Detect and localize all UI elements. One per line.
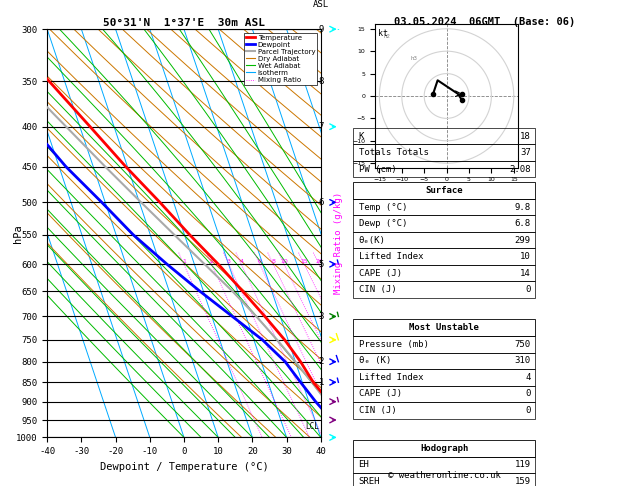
- Text: θₑ (K): θₑ (K): [359, 356, 391, 365]
- Text: SREH: SREH: [359, 477, 380, 486]
- Text: Totals Totals: Totals Totals: [359, 148, 428, 157]
- Text: 6: 6: [258, 259, 262, 264]
- Text: Temp (°C): Temp (°C): [359, 203, 407, 211]
- Text: θₑ(K): θₑ(K): [359, 236, 386, 244]
- Text: 6: 6: [318, 198, 324, 207]
- Text: CIN (J): CIN (J): [359, 406, 396, 415]
- Text: 2: 2: [209, 259, 214, 264]
- Text: 3: 3: [318, 312, 324, 321]
- Text: 37: 37: [520, 148, 531, 157]
- Text: Pressure (mb): Pressure (mb): [359, 340, 428, 349]
- Text: 6.8: 6.8: [515, 219, 531, 228]
- Text: 1: 1: [318, 378, 324, 387]
- Text: 0: 0: [525, 406, 531, 415]
- Text: 119: 119: [515, 460, 531, 469]
- X-axis label: Dewpoint / Temperature (°C): Dewpoint / Temperature (°C): [99, 462, 269, 472]
- Text: CAPE (J): CAPE (J): [359, 389, 401, 399]
- Text: h3: h3: [411, 56, 418, 61]
- Text: 4: 4: [239, 259, 243, 264]
- Text: 310: 310: [515, 356, 531, 365]
- Text: Surface: Surface: [425, 186, 463, 195]
- Text: 3: 3: [226, 259, 231, 264]
- Text: K: K: [359, 132, 364, 140]
- Text: Lifted Index: Lifted Index: [359, 373, 423, 382]
- Text: h2: h2: [384, 34, 391, 39]
- Text: Hodograph: Hodograph: [420, 444, 468, 453]
- Text: 8: 8: [318, 77, 324, 86]
- Text: 0: 0: [525, 389, 531, 399]
- Title: 50°31'N  1°37'E  30m ASL: 50°31'N 1°37'E 30m ASL: [103, 18, 265, 28]
- Text: CIN (J): CIN (J): [359, 285, 396, 294]
- Text: 10: 10: [520, 252, 531, 261]
- Text: 9: 9: [318, 25, 324, 34]
- Text: 0: 0: [525, 285, 531, 294]
- Text: LCL: LCL: [305, 422, 319, 431]
- Text: 14: 14: [520, 269, 531, 278]
- Text: 5: 5: [318, 260, 324, 269]
- Text: 2.08: 2.08: [509, 165, 531, 174]
- Text: 7: 7: [318, 122, 324, 131]
- Text: 20: 20: [315, 259, 323, 264]
- Text: 159: 159: [515, 477, 531, 486]
- Text: 10: 10: [280, 259, 288, 264]
- Text: 8: 8: [271, 259, 276, 264]
- Text: Lifted Index: Lifted Index: [359, 252, 423, 261]
- Text: Mixing Ratio (g/kg): Mixing Ratio (g/kg): [334, 192, 343, 294]
- Text: 9.8: 9.8: [515, 203, 531, 211]
- Y-axis label: hPa: hPa: [13, 224, 23, 243]
- Text: 03.05.2024  06GMT  (Base: 06): 03.05.2024 06GMT (Base: 06): [394, 17, 575, 27]
- Text: 1: 1: [182, 259, 186, 264]
- Text: 750: 750: [515, 340, 531, 349]
- Text: 4: 4: [525, 373, 531, 382]
- Text: 18: 18: [520, 132, 531, 140]
- Text: © weatheronline.co.uk: © weatheronline.co.uk: [387, 471, 501, 480]
- Text: Dewp (°C): Dewp (°C): [359, 219, 407, 228]
- Text: CAPE (J): CAPE (J): [359, 269, 401, 278]
- Text: PW (cm): PW (cm): [359, 165, 396, 174]
- Text: 15: 15: [300, 259, 308, 264]
- Legend: Temperature, Dewpoint, Parcel Trajectory, Dry Adiabat, Wet Adiabat, Isotherm, Mi: Temperature, Dewpoint, Parcel Trajectory…: [245, 33, 317, 85]
- Text: 299: 299: [515, 236, 531, 244]
- Text: 2: 2: [318, 357, 324, 366]
- Text: EH: EH: [359, 460, 369, 469]
- Text: km
ASL: km ASL: [313, 0, 329, 9]
- Text: kt: kt: [378, 29, 387, 37]
- Text: Most Unstable: Most Unstable: [409, 323, 479, 332]
